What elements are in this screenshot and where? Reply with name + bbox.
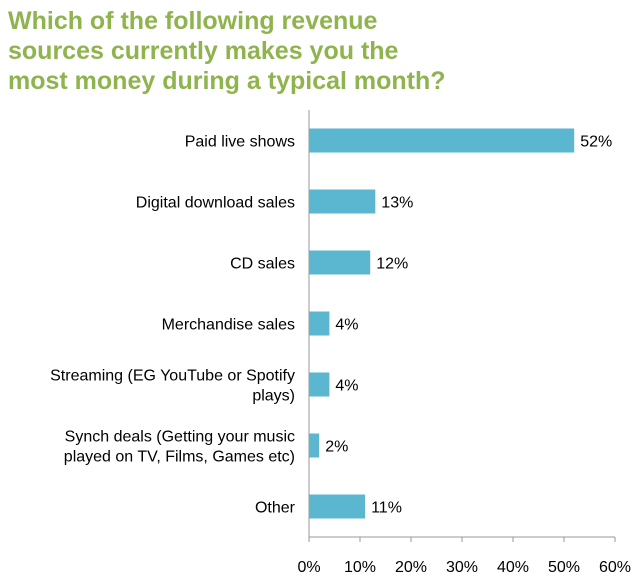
bar xyxy=(309,494,366,519)
x-tick-label: 0% xyxy=(297,559,320,576)
category-label: plays) xyxy=(252,388,295,405)
bar xyxy=(309,128,575,153)
x-tick-label: 10% xyxy=(344,559,376,576)
chart-title-line: Which of the following revenue xyxy=(8,7,378,35)
category-label: Other xyxy=(255,500,296,517)
value-label: 11% xyxy=(371,500,402,517)
x-tick-label: 30% xyxy=(446,559,478,576)
bar xyxy=(309,311,330,336)
value-label: 4% xyxy=(335,317,358,334)
chart-title: Which of the following revenue sources c… xyxy=(8,6,633,96)
value-label: 4% xyxy=(335,378,358,395)
category-label: played on TV, Films, Games etc) xyxy=(64,449,295,466)
category-label: Paid live shows xyxy=(185,134,295,151)
category-label: Synch deals (Getting your music xyxy=(65,429,295,446)
x-tick-label: 60% xyxy=(599,559,631,576)
chart-title-line: sources currently makes you the xyxy=(8,37,399,65)
value-label: 52% xyxy=(580,134,612,151)
x-tick-label: 20% xyxy=(395,559,427,576)
value-label: 13% xyxy=(381,195,413,212)
x-tick-label: 50% xyxy=(548,559,580,576)
category-label: Merchandise sales xyxy=(162,317,295,334)
bar xyxy=(309,250,371,275)
bar xyxy=(309,189,376,214)
bar xyxy=(309,433,320,458)
category-label: CD sales xyxy=(230,256,295,273)
x-tick-label: 40% xyxy=(497,559,529,576)
category-label: Streaming (EG YouTube or Spotify xyxy=(50,368,295,385)
value-label: 2% xyxy=(325,439,348,456)
value-label: 12% xyxy=(376,256,408,273)
category-label: Digital download sales xyxy=(136,195,295,212)
bar xyxy=(309,372,330,397)
chart-title-line: most money during a typical month? xyxy=(8,67,446,95)
